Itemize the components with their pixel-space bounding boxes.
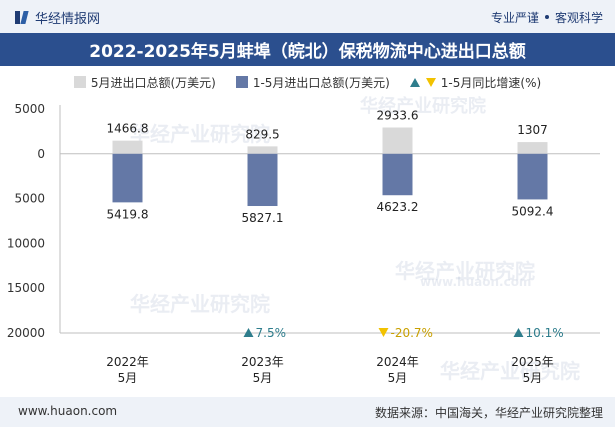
footer-site[interactable]: www.huaon.com <box>18 404 118 418</box>
legend-item-growth: 1-5月同比增速(%) <box>409 74 542 91</box>
x-tick-label: 2022年 <box>106 355 149 369</box>
bar-may <box>382 127 413 154</box>
tagline-left: 专业严谨 <box>490 10 539 25</box>
x-tick-label: 5月 <box>253 371 273 385</box>
data-label-cumulative: 5092.4 <box>512 204 554 218</box>
chart-title: 2022-2025年5月蚌埠（皖北）保税物流中心进出口总额 <box>0 33 615 66</box>
bar-cumulative <box>112 153 143 203</box>
growth-label: -20.7% <box>391 326 433 340</box>
y-tick-label: 20000 <box>7 326 45 340</box>
top-bar: 华经情报网 专业严谨 客观科学 <box>0 0 615 33</box>
x-tick-label: 2025年 <box>511 355 554 369</box>
data-label-may: 829.5 <box>245 127 279 141</box>
x-tick-label: 5月 <box>523 371 543 385</box>
y-tick-label: 5000 <box>14 192 45 206</box>
data-label-may: 1466.8 <box>107 122 149 136</box>
legend-swatch-cumulative <box>235 76 248 88</box>
bar-may <box>517 142 548 154</box>
brand-name: 华经情报网 <box>35 11 101 27</box>
x-tick-label: 5月 <box>388 371 408 385</box>
data-label-cumulative: 5419.8 <box>107 207 149 221</box>
brand-logo-icon <box>14 10 29 25</box>
growth-up-marker <box>243 328 254 337</box>
x-tick-label: 2023年 <box>241 355 284 369</box>
x-tick-label: 2024年 <box>376 355 419 369</box>
bar-cumulative <box>247 153 278 207</box>
legend-item-may: 5月进出口总额(万美元) <box>73 74 216 91</box>
x-tick-label: 5月 <box>118 371 138 385</box>
legend-label-cumulative: 1-5月进出口总额(万美元) <box>252 75 390 90</box>
bar-cumulative <box>382 153 413 196</box>
data-label-cumulative: 4623.2 <box>377 200 419 214</box>
growth-down-triangle-icon <box>425 77 436 87</box>
footer-source: 数据来源：中国海关，华经产业研究院整理 <box>374 406 603 420</box>
growth-up-marker <box>513 328 524 337</box>
data-label-cumulative: 5827.1 <box>242 211 284 225</box>
bar-cumulative <box>517 153 548 200</box>
data-label-may: 2933.6 <box>377 109 419 123</box>
tagline-right: 客观科学 <box>554 10 603 25</box>
legend-item-cumulative: 1-5月进出口总额(万美元) <box>235 74 390 91</box>
bar-may <box>112 140 143 154</box>
growth-up-triangle-icon <box>409 77 420 87</box>
footer: www.huaon.com 数据来源：中国海关，华经产业研究院整理 <box>0 397 615 427</box>
legend-label-may: 5月进出口总额(万美元) <box>90 75 216 90</box>
bullet-dot-icon <box>544 15 549 19</box>
growth-label: 7.5% <box>256 326 287 340</box>
y-tick-label: 0 <box>37 147 45 161</box>
legend-label-growth: 1-5月同比增速(%) <box>440 75 542 90</box>
growth-down-marker <box>378 328 389 337</box>
growth-label: 10.1% <box>526 326 564 340</box>
data-label-may: 1307 <box>517 123 548 137</box>
bar-may <box>247 146 278 154</box>
y-tick-label: 15000 <box>7 281 45 295</box>
y-tick-label: 10000 <box>7 236 45 250</box>
chart-legend: 5月进出口总额(万美元) 1-5月进出口总额(万美元) 1-5月同比增速(%) <box>0 70 615 94</box>
tagline: 专业严谨 客观科学 <box>491 8 603 26</box>
legend-swatch-may <box>73 76 86 88</box>
brand[interactable]: 华经情报网 <box>14 8 101 27</box>
y-tick-label: 5000 <box>14 102 45 116</box>
